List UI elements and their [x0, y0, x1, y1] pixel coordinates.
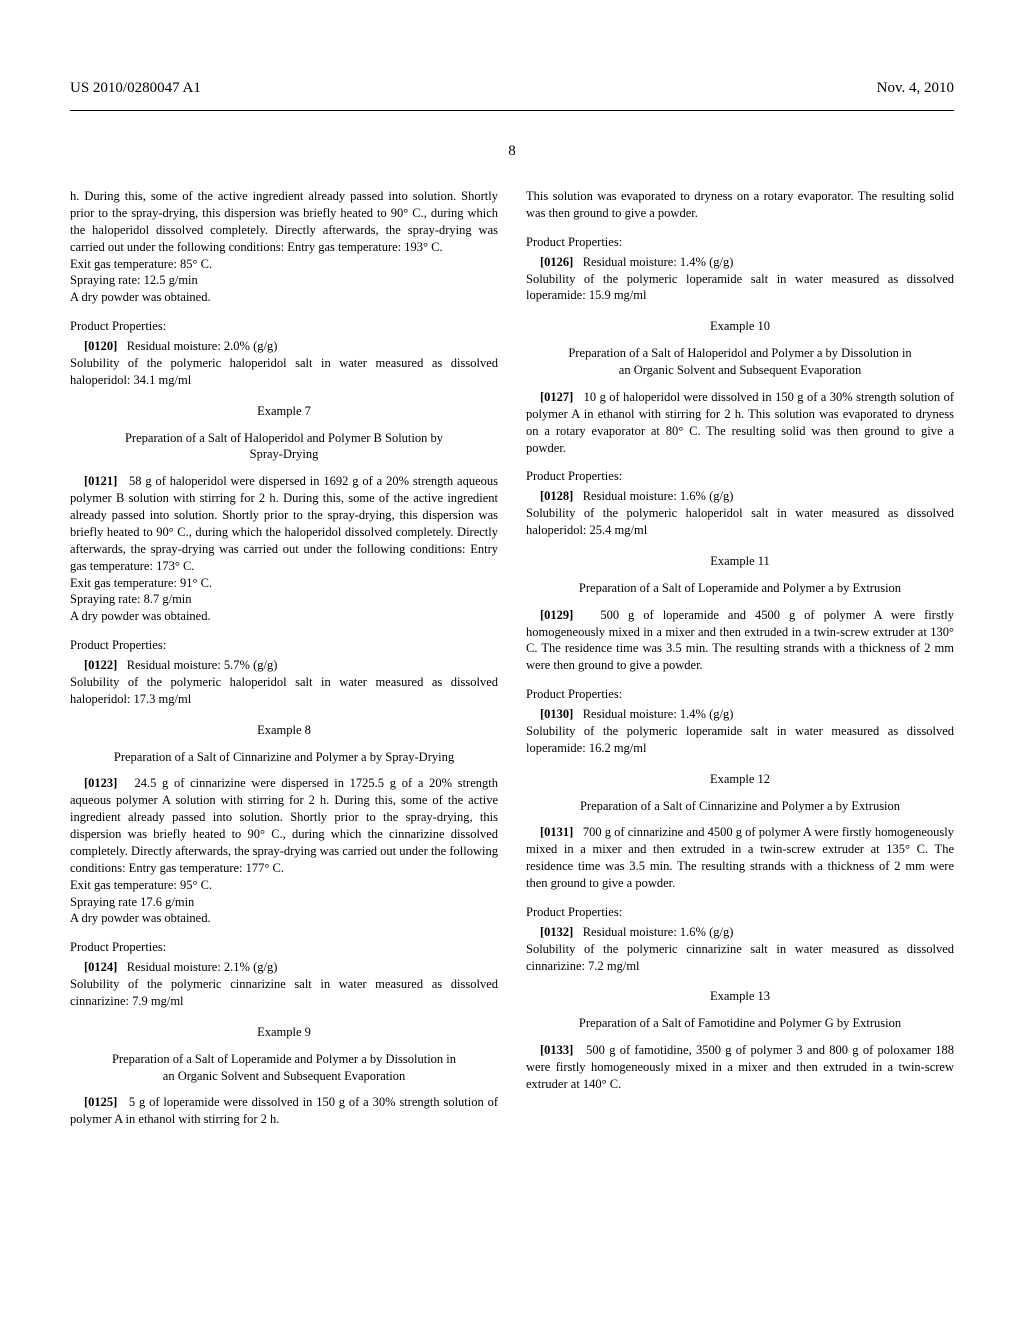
example-10-subtitle: Preparation of a Salt of Haloperidol and… [526, 345, 954, 379]
left-column: h. During this, some of the active ingre… [70, 188, 498, 1128]
paragraph-0122: [0122] Residual moisture: 5.7% (g/g) [70, 657, 498, 674]
condition-line: Exit gas temperature: 85° C. [70, 256, 498, 273]
paragraph-0120: [0120] Residual moisture: 2.0% (g/g) [70, 338, 498, 355]
example-7-subtitle: Preparation of a Salt of Haloperidol and… [70, 430, 498, 464]
para-text: 500 g of loperamide and 4500 g of polyme… [526, 608, 954, 673]
para-number: [0127] [540, 390, 573, 404]
opening-text: h. During this, some of the active ingre… [70, 188, 498, 256]
product-properties-title: Product Properties: [526, 468, 954, 485]
example-9-title: Example 9 [70, 1024, 498, 1041]
para-text: Residual moisture: 5.7% (g/g) [127, 658, 278, 672]
para-text: 24.5 g of cinnarizine were dispersed in … [70, 776, 498, 874]
example-12-subtitle: Preparation of a Salt of Cinnarizine and… [526, 798, 954, 815]
paragraph-0129: [0129] 500 g of loperamide and 4500 g of… [526, 607, 954, 675]
paragraph-0127: [0127] 10 g of haloperidol were dissolve… [526, 389, 954, 457]
condition-line: Spraying rate: 8.7 g/min [70, 591, 498, 608]
example-12-title: Example 12 [526, 771, 954, 788]
condition-line: Spraying rate: 12.5 g/min [70, 272, 498, 289]
para-text: Residual moisture: 2.0% (g/g) [127, 339, 278, 353]
solubility-text: Solubility of the polymeric haloperidol … [70, 355, 498, 389]
example-13-subtitle: Preparation of a Salt of Famotidine and … [526, 1015, 954, 1032]
para-number: [0125] [84, 1095, 117, 1109]
para-number: [0126] [540, 255, 573, 269]
para-text: Residual moisture: 2.1% (g/g) [127, 960, 278, 974]
para-number: [0128] [540, 489, 573, 503]
publication-date: Nov. 4, 2010 [877, 80, 954, 97]
para-text: 58 g of haloperidol were dispersed in 16… [70, 474, 498, 572]
example-11-title: Example 11 [526, 553, 954, 570]
solubility-text: Solubility of the polymeric haloperidol … [526, 505, 954, 539]
solubility-text: Solubility of the polymeric loperamide s… [526, 271, 954, 305]
para-number: [0132] [540, 925, 573, 939]
paragraph-0125: [0125] 5 g of loperamide were dissolved … [70, 1094, 498, 1128]
example-8-title: Example 8 [70, 722, 498, 739]
page-header: US 2010/0280047 A1 Nov. 4, 2010 [0, 0, 1024, 107]
condition-line: Exit gas temperature: 95° C. [70, 877, 498, 894]
para-number: [0120] [84, 339, 117, 353]
opening-text: This solution was evaporated to dryness … [526, 188, 954, 222]
product-properties-title: Product Properties: [70, 318, 498, 335]
para-text: Residual moisture: 1.4% (g/g) [583, 255, 734, 269]
product-properties-title: Product Properties: [70, 939, 498, 956]
paragraph-0123: [0123] 24.5 g of cinnarizine were disper… [70, 775, 498, 876]
example-9-subtitle: Preparation of a Salt of Loperamide and … [70, 1051, 498, 1085]
solubility-text: Solubility of the polymeric loperamide s… [526, 723, 954, 757]
main-content: h. During this, some of the active ingre… [0, 188, 1024, 1128]
solubility-text: Solubility of the polymeric cinnarizine … [526, 941, 954, 975]
condition-line: A dry powder was obtained. [70, 910, 498, 927]
paragraph-0126: [0126] Residual moisture: 1.4% (g/g) [526, 254, 954, 271]
product-properties-title: Product Properties: [526, 904, 954, 921]
para-text: Residual moisture: 1.6% (g/g) [583, 925, 734, 939]
publication-number: US 2010/0280047 A1 [70, 80, 201, 97]
para-text: Residual moisture: 1.6% (g/g) [583, 489, 734, 503]
condition-line: Spraying rate 17.6 g/min [70, 894, 498, 911]
para-number: [0123] [84, 776, 117, 790]
product-properties-title: Product Properties: [526, 234, 954, 251]
example-11-subtitle: Preparation of a Salt of Loperamide and … [526, 580, 954, 597]
paragraph-0132: [0132] Residual moisture: 1.6% (g/g) [526, 924, 954, 941]
solubility-text: Solubility of the polymeric cinnarizine … [70, 976, 498, 1010]
paragraph-0130: [0130] Residual moisture: 1.4% (g/g) [526, 706, 954, 723]
condition-line: A dry powder was obtained. [70, 289, 498, 306]
para-text: 5 g of loperamide were dissolved in 150 … [70, 1095, 498, 1126]
condition-line: A dry powder was obtained. [70, 608, 498, 625]
condition-line: Exit gas temperature: 91° C. [70, 575, 498, 592]
right-column: This solution was evaporated to dryness … [526, 188, 954, 1128]
para-number: [0130] [540, 707, 573, 721]
para-text: Residual moisture: 1.4% (g/g) [583, 707, 734, 721]
product-properties-title: Product Properties: [526, 686, 954, 703]
product-properties-title: Product Properties: [70, 637, 498, 654]
para-text: 500 g of famotidine, 3500 g of polymer 3… [526, 1043, 954, 1091]
paragraph-0133: [0133] 500 g of famotidine, 3500 g of po… [526, 1042, 954, 1093]
paragraph-0128: [0128] Residual moisture: 1.6% (g/g) [526, 488, 954, 505]
example-8-subtitle: Preparation of a Salt of Cinnarizine and… [70, 749, 498, 766]
example-7-title: Example 7 [70, 403, 498, 420]
para-text: 10 g of haloperidol were dissolved in 15… [526, 390, 954, 455]
para-number: [0124] [84, 960, 117, 974]
para-number: [0131] [540, 825, 573, 839]
paragraph-0121: [0121] 58 g of haloperidol were disperse… [70, 473, 498, 574]
solubility-text: Solubility of the polymeric haloperidol … [70, 674, 498, 708]
para-number: [0122] [84, 658, 117, 672]
example-13-title: Example 13 [526, 988, 954, 1005]
page-number: 8 [0, 143, 1024, 160]
para-number: [0133] [540, 1043, 573, 1057]
paragraph-0131: [0131] 700 g of cinnarizine and 4500 g o… [526, 824, 954, 892]
header-divider [70, 110, 954, 111]
para-number: [0121] [84, 474, 117, 488]
para-number: [0129] [540, 608, 573, 622]
paragraph-0124: [0124] Residual moisture: 2.1% (g/g) [70, 959, 498, 976]
example-10-title: Example 10 [526, 318, 954, 335]
para-text: 700 g of cinnarizine and 4500 g of polym… [526, 825, 954, 890]
